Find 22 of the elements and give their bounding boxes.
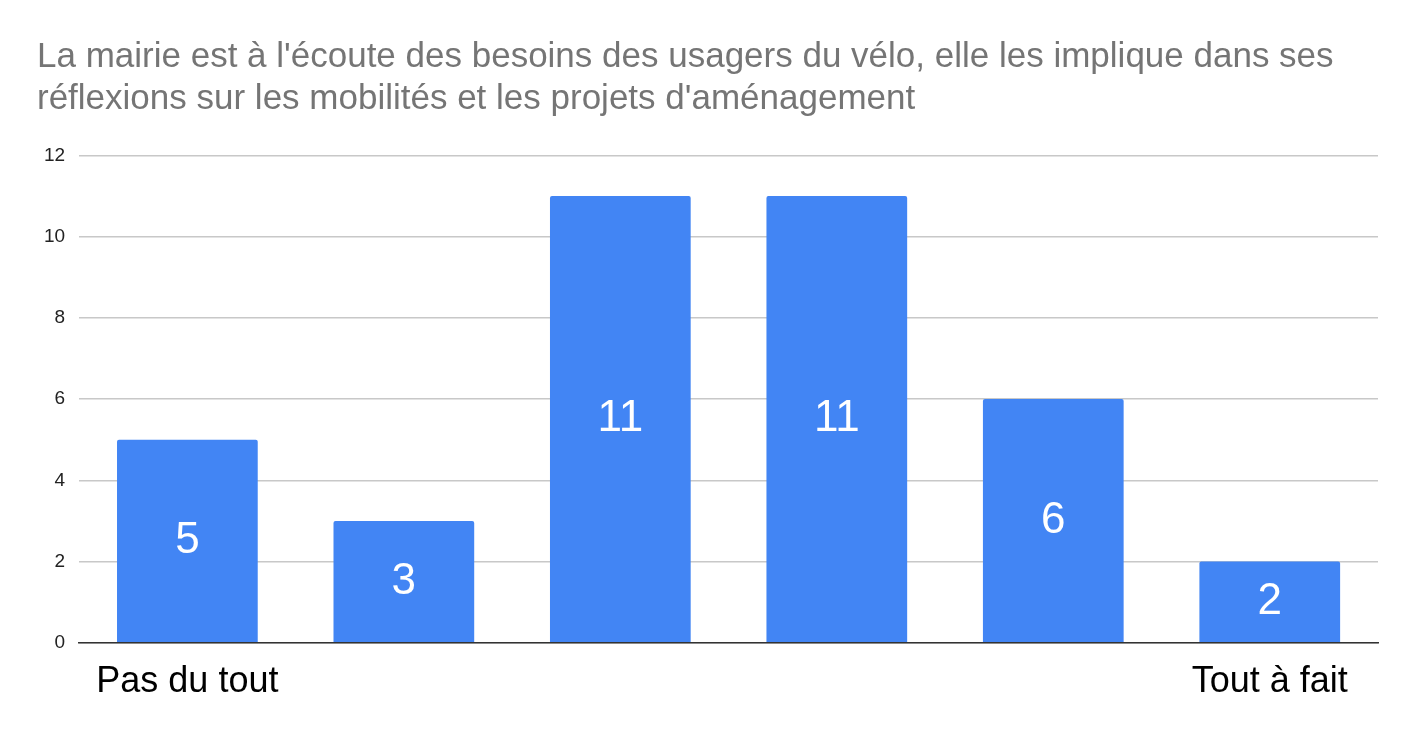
chart-title: La mairie est à l'écoute des besoins des usagers du vélo, elle les implique dans ses réflexions sur les mobilités et les projets d'aménagement (37, 34, 1335, 118)
bar (766, 196, 908, 643)
y-tick-label: 8 (54, 306, 66, 328)
bar (1199, 561, 1341, 643)
y-tick-label: 4 (54, 468, 66, 490)
bar (549, 196, 691, 643)
data-label: 11 (597, 391, 644, 441)
data-label: 2 (1257, 573, 1282, 623)
y-tick-label: 0 (54, 631, 66, 653)
x-tick-label: Tout à fait (1191, 659, 1348, 701)
data-label: 6 (1041, 492, 1066, 542)
y-tick-label: 6 (54, 387, 66, 409)
y-tick-label: 12 (43, 143, 66, 165)
y-tick-label: 2 (54, 549, 66, 571)
bar (333, 520, 475, 643)
bar (982, 399, 1124, 643)
data-label: 5 (175, 513, 200, 563)
bar (117, 439, 258, 643)
data-label: 3 (391, 553, 417, 603)
x-tick-label: Pas du tout (96, 659, 279, 701)
data-label: 11 (813, 391, 860, 441)
y-tick-label: 10 (43, 224, 66, 246)
